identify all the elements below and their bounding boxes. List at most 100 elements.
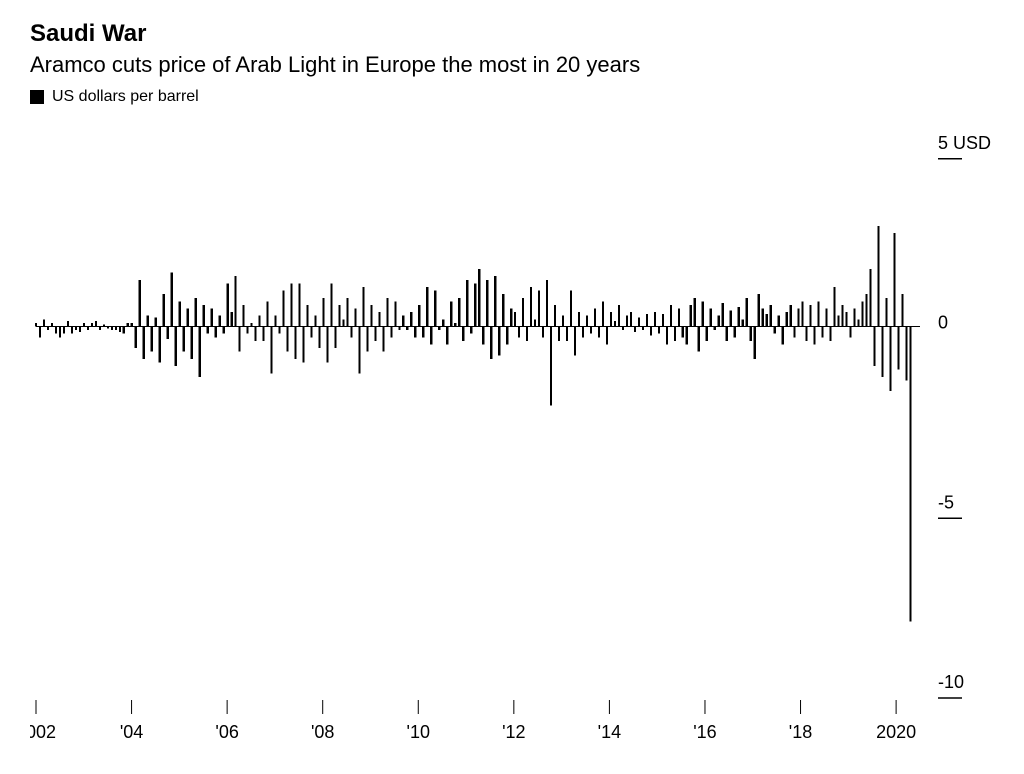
bar xyxy=(330,283,332,326)
bar xyxy=(294,327,296,359)
bar xyxy=(806,327,808,341)
bar xyxy=(450,301,452,326)
bar xyxy=(87,327,89,331)
y-axis-label: -10 xyxy=(938,672,964,692)
bar xyxy=(458,298,460,327)
bar xyxy=(718,316,720,327)
bar xyxy=(706,327,708,341)
bar xyxy=(762,309,764,327)
bar xyxy=(682,327,684,338)
bar xyxy=(530,287,532,327)
bar xyxy=(574,327,576,356)
bar xyxy=(550,327,552,406)
bar xyxy=(810,305,812,327)
bar xyxy=(474,283,476,326)
bar xyxy=(494,276,496,326)
bar xyxy=(881,327,883,377)
y-axis-label: 5 USD xyxy=(938,133,991,153)
bar xyxy=(386,298,388,327)
bar xyxy=(374,327,376,341)
bar xyxy=(51,323,53,327)
bar xyxy=(738,307,740,327)
bar xyxy=(546,280,548,327)
bar xyxy=(262,327,264,341)
bar xyxy=(302,327,304,363)
bar xyxy=(358,327,360,374)
bar xyxy=(179,301,181,326)
bar xyxy=(167,327,169,340)
bar xyxy=(119,327,121,332)
bar xyxy=(247,327,249,334)
bar xyxy=(861,301,863,326)
bar xyxy=(215,327,217,338)
bar xyxy=(163,294,165,326)
bar xyxy=(849,327,851,338)
chart-container: Saudi War Aramco cuts price of Arab Ligh… xyxy=(0,0,1024,774)
bar xyxy=(774,327,776,334)
bar xyxy=(91,323,93,327)
bar xyxy=(526,327,528,341)
bar xyxy=(338,305,340,327)
bar xyxy=(638,318,640,327)
bar xyxy=(702,301,704,326)
bar xyxy=(722,303,724,326)
bar xyxy=(818,301,820,326)
bar xyxy=(486,280,488,327)
bar xyxy=(662,314,664,327)
bar xyxy=(199,327,201,377)
bar xyxy=(642,327,644,331)
bar xyxy=(829,327,831,341)
legend-label: US dollars per barrel xyxy=(52,88,199,106)
chart-subtitle: Aramco cuts price of Arab Light in Europ… xyxy=(30,52,994,78)
bar xyxy=(714,327,716,331)
bar xyxy=(346,298,348,327)
bar xyxy=(43,319,45,326)
x-axis-label: '16 xyxy=(693,722,716,742)
bar xyxy=(698,327,700,352)
bar xyxy=(107,327,109,329)
bar xyxy=(55,327,57,334)
bar xyxy=(111,327,113,331)
bar xyxy=(286,327,288,352)
bar xyxy=(239,327,241,352)
bar xyxy=(877,226,879,327)
bar xyxy=(654,312,656,326)
bar xyxy=(334,327,336,349)
bar xyxy=(790,305,792,327)
bar xyxy=(726,327,728,341)
bar xyxy=(905,327,907,381)
bar xyxy=(318,327,320,349)
bar xyxy=(590,327,592,334)
bar xyxy=(243,305,245,327)
bar xyxy=(394,301,396,326)
x-axis-label: '06 xyxy=(215,722,238,742)
bar xyxy=(825,309,827,327)
bar xyxy=(39,327,41,338)
bar xyxy=(630,312,632,326)
bar xyxy=(235,276,237,326)
bar xyxy=(650,327,652,336)
legend: US dollars per barrel xyxy=(30,88,994,106)
bar xyxy=(490,327,492,359)
x-axis-label: '12 xyxy=(502,722,525,742)
bar xyxy=(426,287,428,327)
bar xyxy=(909,327,911,622)
x-axis-label: '14 xyxy=(598,722,621,742)
bar xyxy=(622,327,624,331)
bar xyxy=(270,327,272,374)
bar xyxy=(558,327,560,341)
bar xyxy=(259,316,261,327)
bar xyxy=(686,327,688,345)
bar xyxy=(730,310,732,326)
bar xyxy=(282,291,284,327)
bar xyxy=(322,298,324,327)
bar xyxy=(482,327,484,345)
bar xyxy=(845,312,847,326)
bar xyxy=(454,323,456,327)
bar xyxy=(750,327,752,341)
bar xyxy=(350,327,352,338)
bar xyxy=(470,327,472,334)
bar xyxy=(71,327,73,334)
bar xyxy=(786,312,788,326)
bar xyxy=(35,323,37,327)
